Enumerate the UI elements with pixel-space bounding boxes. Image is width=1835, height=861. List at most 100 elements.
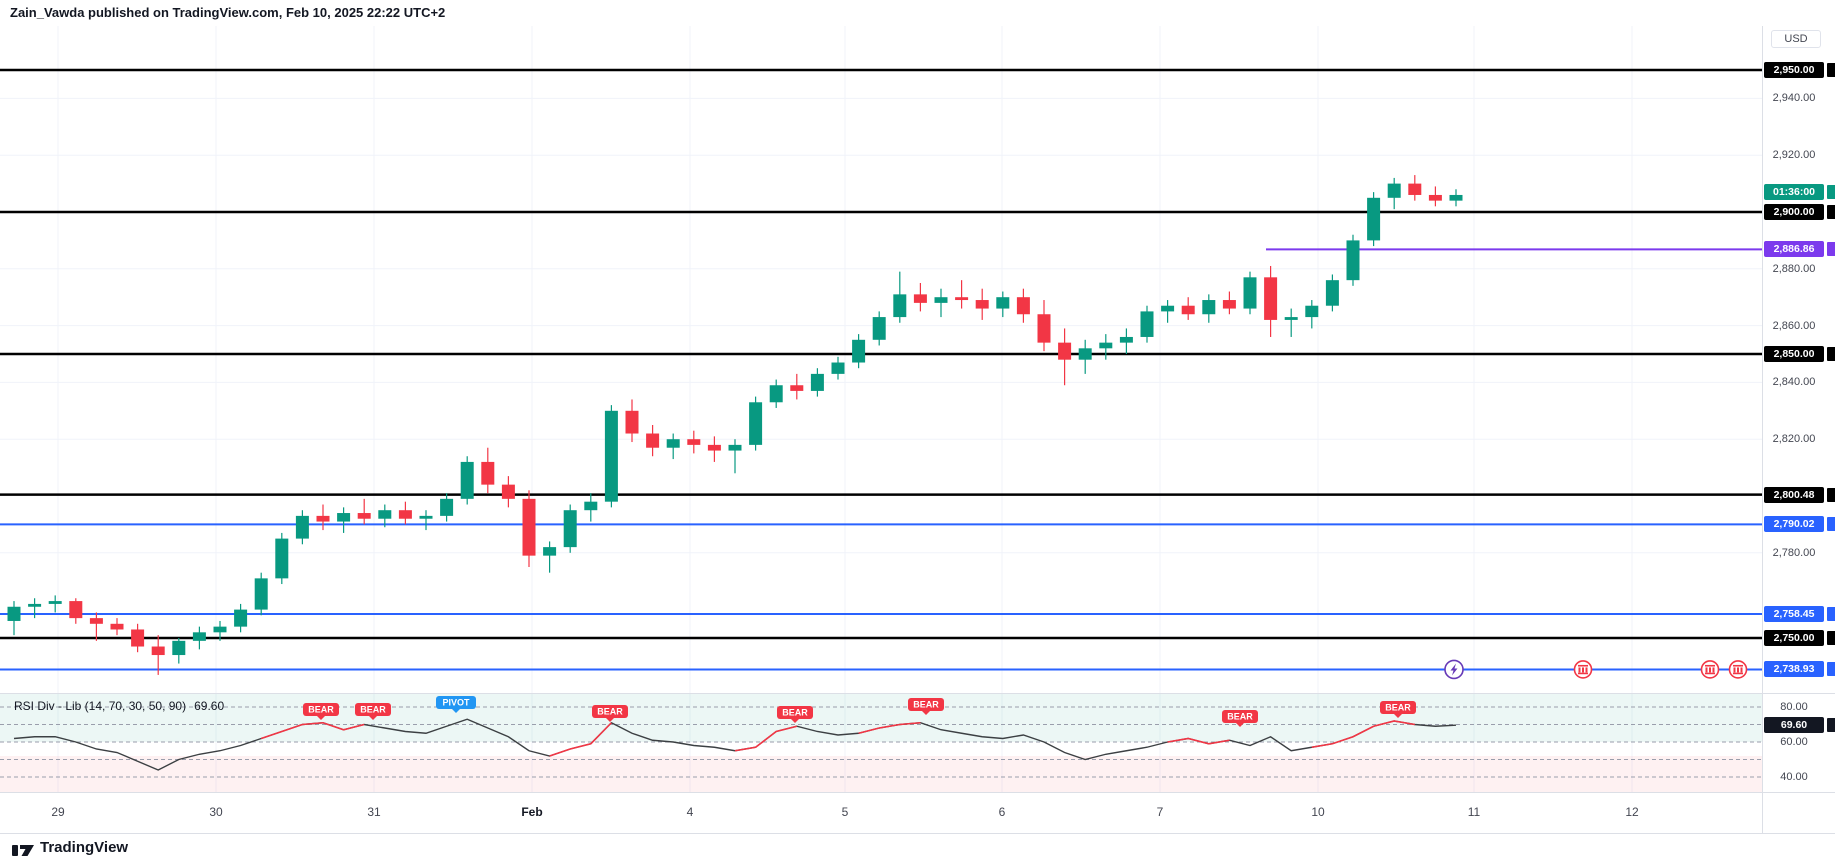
candle-down [1264, 277, 1278, 320]
footer: TradingView [0, 833, 1835, 861]
candle-down [1428, 194, 1442, 201]
rsi-oversold-band [0, 756, 1762, 792]
time-axis-label: 4 [686, 805, 694, 819]
candle-down [1037, 314, 1051, 343]
bear-divergence-label: BEAR [592, 705, 628, 722]
price-axis-label: 2,860.00 [1772, 319, 1816, 332]
candle-up [48, 601, 62, 604]
candle-up [234, 609, 248, 627]
candle-up [254, 578, 268, 610]
candle-up [419, 515, 433, 519]
candle-up [584, 501, 598, 511]
rsi-axis-label: 60.00 [1780, 736, 1808, 748]
price-badge-level-2738-93: 2,738.93 [1764, 661, 1824, 678]
candle-down [625, 410, 639, 434]
rsi-pane[interactable]: BEAR BEAR PIVOT BEAR BEAR BEAR BEAR BEAR [0, 693, 1762, 792]
candle-down [357, 513, 371, 519]
rsi-indicator-legend[interactable]: RSI Div - Lib (14, 70, 30, 50, 90) 69.60 [14, 699, 224, 713]
candle-up [213, 626, 227, 633]
candle-up [810, 373, 824, 391]
currency-label: USD [1771, 30, 1821, 48]
bear-divergence-label: BEAR [303, 703, 339, 720]
time-axis-label: Feb [521, 805, 543, 819]
rsi-axis-label: 40.00 [1780, 771, 1808, 783]
time-axis-label: 31 [367, 805, 381, 819]
rsi-axis-label: 80.00 [1780, 701, 1808, 713]
time-axis-label: 29 [51, 805, 65, 819]
candle-up [1243, 277, 1257, 309]
economic-event-icon[interactable] [1728, 660, 1748, 679]
candle-up [996, 297, 1010, 309]
alert-bolt-icon[interactable] [1444, 659, 1464, 680]
candle-down [975, 300, 989, 309]
candle-down [501, 484, 515, 499]
svg-text:BEAR: BEAR [360, 705, 386, 715]
economic-event-icon[interactable] [1700, 660, 1720, 679]
candle-up [1449, 194, 1463, 201]
candle-down [481, 461, 495, 485]
rsi-indicator-title: RSI Div - Lib (14, 70, 30, 50, 90) [14, 699, 187, 713]
candle-up [872, 317, 886, 340]
time-axis-label: 7 [1156, 805, 1164, 819]
price-badge-level-2850: 2,850.00 [1764, 346, 1824, 362]
rsi-divergence-segment [549, 722, 612, 757]
price-badge-level-2750: 2,750.00 [1764, 630, 1824, 646]
svg-text:BEAR: BEAR [308, 705, 334, 715]
price-badge-tab [1827, 185, 1835, 200]
svg-text:BEAR: BEAR [913, 700, 939, 710]
candle-down [707, 444, 721, 451]
candle-down [151, 646, 165, 656]
price-badge-candle-countdown: 01:36:00 [1764, 184, 1824, 201]
candle-down [913, 294, 927, 303]
time-axis[interactable]: 29 30 31 Feb 4 5 6 7 10 11 12 [0, 792, 1762, 834]
candle-up [1284, 317, 1298, 320]
price-badge-level-2950: 2,950.00 [1764, 62, 1824, 78]
bear-divergence-label: BEAR [1380, 701, 1416, 718]
candle-up [769, 385, 783, 403]
candle-up [934, 297, 948, 303]
price-badge-tab [1827, 662, 1835, 677]
price-badge-level-2900: 2,900.00 [1764, 204, 1824, 220]
candle-up [1161, 305, 1175, 312]
candle-up [1078, 348, 1092, 360]
candle-up [192, 632, 206, 641]
pivot-label: PIVOT [436, 696, 476, 713]
rsi-divergence-segment [1167, 737, 1230, 745]
candle-up [604, 410, 618, 502]
rsi-divergence-segment [260, 721, 365, 740]
rsi-value-tab [1827, 718, 1835, 733]
candle-up [1140, 311, 1154, 337]
price-badge-tab [1827, 487, 1835, 502]
economic-event-icon[interactable] [1573, 660, 1593, 679]
candle-up [337, 513, 351, 522]
price-badge-tab [1827, 631, 1835, 645]
tradingview-logo-icon[interactable] [12, 838, 34, 856]
publish-byline: Zain_Vawda published on TradingView.com,… [10, 5, 446, 20]
price-badge-level-2790-02: 2,790.02 [1764, 516, 1824, 533]
price-axis-label: 2,840.00 [1772, 376, 1816, 389]
candle-up [172, 640, 186, 656]
price-badge-level-2800-48: 2,800.48 [1764, 486, 1824, 503]
candle-down [955, 297, 969, 301]
candle-down [1408, 183, 1422, 195]
axis-separator [1763, 792, 1835, 793]
candle-up [1346, 240, 1360, 281]
rsi-indicator-value: 69.60 [194, 699, 225, 713]
price-badge-tab [1827, 347, 1835, 361]
price-axis[interactable]: USD 2,940.00 2,920.00 2,880.00 2,860.00 2,84… [1762, 26, 1835, 833]
price-axis-label: 2,880.00 [1772, 262, 1816, 275]
pane-resize-divider[interactable] [0, 691, 1762, 696]
candle-up [1325, 280, 1339, 306]
candle-up [1099, 342, 1113, 349]
candle-up [1367, 197, 1381, 241]
footer-separator-line [0, 833, 1835, 834]
price-axis-label: 2,820.00 [1772, 433, 1816, 446]
price-axis-label: 2,780.00 [1772, 546, 1816, 559]
candle-down [522, 498, 536, 556]
main-chart-pane[interactable] [0, 26, 1762, 693]
candle-down [687, 439, 701, 445]
candle-up [440, 498, 454, 516]
tradingview-brand[interactable]: TradingView [40, 838, 129, 856]
bear-divergence-label: BEAR [355, 703, 391, 720]
